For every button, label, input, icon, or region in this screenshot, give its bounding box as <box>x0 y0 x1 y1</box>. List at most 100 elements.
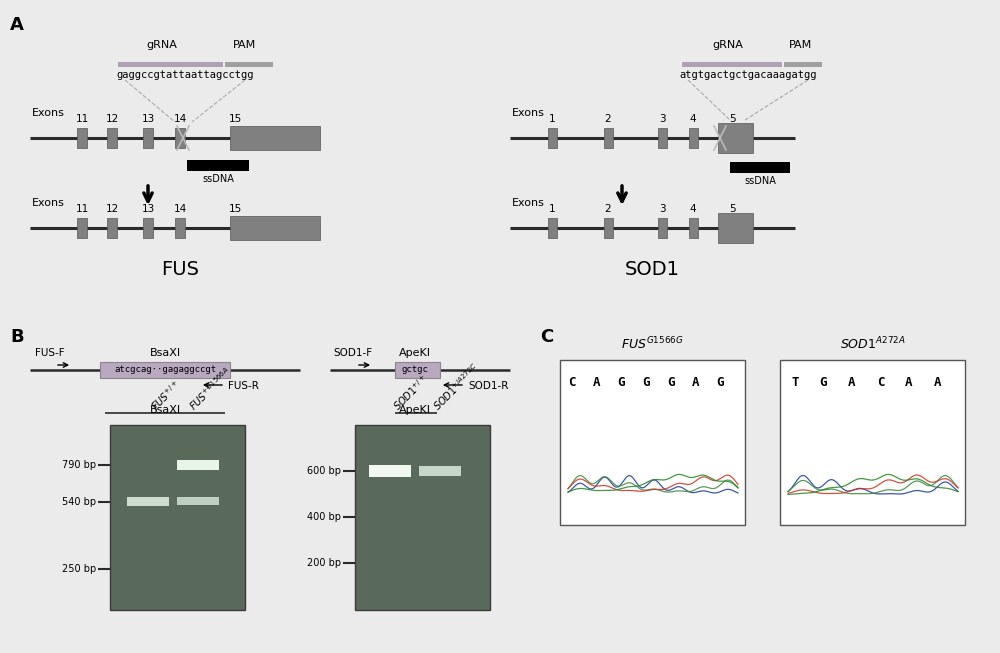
Text: 4: 4 <box>690 114 696 124</box>
Bar <box>77 218 87 238</box>
Text: 600 bp: 600 bp <box>307 466 341 476</box>
Text: 1: 1 <box>549 114 555 124</box>
Text: SOD1: SOD1 <box>624 260 680 279</box>
Text: ssDNA: ssDNA <box>744 176 776 186</box>
Bar <box>369 465 411 477</box>
Text: $SOD1^{A272A}$: $SOD1^{A272A}$ <box>840 336 905 352</box>
Text: A: A <box>593 376 600 389</box>
Text: Exons: Exons <box>512 198 545 208</box>
Text: 540 bp: 540 bp <box>62 497 96 507</box>
Bar <box>548 218 556 238</box>
Text: atcgcag··gagaggccgt: atcgcag··gagaggccgt <box>114 366 216 375</box>
Bar <box>110 425 245 610</box>
Text: gctgc: gctgc <box>402 366 428 375</box>
Bar <box>143 128 153 148</box>
Text: 12: 12 <box>105 114 119 124</box>
Text: 13: 13 <box>141 114 155 124</box>
Text: Exons: Exons <box>512 108 545 118</box>
Text: BsaXI: BsaXI <box>149 348 181 358</box>
Text: gaggccgtattaattagcctgg: gaggccgtattaattagcctgg <box>116 70 254 80</box>
Text: C: C <box>877 376 884 389</box>
Bar <box>658 128 666 148</box>
Text: C: C <box>568 376 576 389</box>
Bar <box>419 466 461 476</box>
Text: gRNA: gRNA <box>713 40 743 50</box>
Text: A: A <box>848 376 856 389</box>
Bar <box>548 128 556 148</box>
Text: 13: 13 <box>141 204 155 214</box>
Text: $FUS^{+/+}$: $FUS^{+/+}$ <box>148 378 183 413</box>
Text: 790 bp: 790 bp <box>62 460 96 470</box>
Bar <box>175 128 185 148</box>
Text: BsaXI: BsaXI <box>149 405 181 415</box>
Text: G: G <box>820 376 827 389</box>
Text: 4: 4 <box>690 204 696 214</box>
Text: $FUS^{+G1566A}$: $FUS^{+G1566A}$ <box>186 365 234 413</box>
Bar <box>175 218 185 238</box>
Text: Exons: Exons <box>32 108 65 118</box>
Bar <box>225 62 273 67</box>
Text: 14: 14 <box>173 204 187 214</box>
Text: SOD1-F: SOD1-F <box>333 348 372 358</box>
Bar <box>604 128 612 148</box>
Text: T: T <box>791 376 799 389</box>
Bar <box>780 360 965 525</box>
Bar <box>355 425 490 610</box>
Bar <box>107 128 117 148</box>
Text: ApeKI: ApeKI <box>399 348 431 358</box>
Text: FUS: FUS <box>161 260 199 279</box>
Text: G: G <box>667 376 674 389</box>
Text: FUS-R: FUS-R <box>228 381 259 391</box>
Bar <box>100 362 230 378</box>
Text: A: A <box>692 376 699 389</box>
Bar <box>718 123 753 153</box>
Text: Exons: Exons <box>32 198 65 208</box>
Bar <box>560 360 745 525</box>
Text: 15: 15 <box>228 204 242 214</box>
Text: 200 bp: 200 bp <box>307 558 341 568</box>
Text: FUS-F: FUS-F <box>35 348 65 358</box>
Text: SOD1-R: SOD1-R <box>468 381 508 391</box>
Text: G: G <box>642 376 650 389</box>
Text: ssDNA: ssDNA <box>202 174 234 184</box>
Text: 3: 3 <box>659 114 665 124</box>
Text: G: G <box>716 376 724 389</box>
Text: PAM: PAM <box>788 40 812 50</box>
Bar <box>177 497 219 505</box>
Bar <box>682 62 782 67</box>
Bar <box>730 162 790 173</box>
Bar <box>143 218 153 238</box>
Text: gRNA: gRNA <box>147 40 177 50</box>
Text: $FUS^{G1566G}$: $FUS^{G1566G}$ <box>621 336 684 352</box>
Bar <box>177 460 219 470</box>
Bar <box>718 213 753 243</box>
Text: 2: 2 <box>605 114 611 124</box>
Text: 1: 1 <box>549 204 555 214</box>
Bar <box>230 126 320 150</box>
Text: 5: 5 <box>730 204 736 214</box>
Text: PAM: PAM <box>233 40 257 50</box>
Text: $SOD1^{+/A272C}$: $SOD1^{+/A272C}$ <box>430 360 482 413</box>
Bar <box>107 218 117 238</box>
Text: 250 bp: 250 bp <box>62 564 96 574</box>
Bar <box>230 216 320 240</box>
Bar <box>688 128 698 148</box>
Text: 14: 14 <box>173 114 187 124</box>
Bar <box>187 160 249 171</box>
Text: 11: 11 <box>75 204 89 214</box>
Text: A: A <box>10 16 24 34</box>
Bar <box>77 128 87 148</box>
Text: C: C <box>540 328 553 346</box>
Text: A: A <box>905 376 913 389</box>
Text: G: G <box>618 376 625 389</box>
Text: 11: 11 <box>75 114 89 124</box>
Bar <box>658 218 666 238</box>
Text: 5: 5 <box>730 114 736 124</box>
Bar <box>127 497 169 506</box>
Text: B: B <box>10 328 24 346</box>
Bar <box>395 362 440 378</box>
Bar <box>118 62 223 67</box>
Text: 12: 12 <box>105 204 119 214</box>
Text: 400 bp: 400 bp <box>307 512 341 522</box>
Text: A: A <box>934 376 941 389</box>
